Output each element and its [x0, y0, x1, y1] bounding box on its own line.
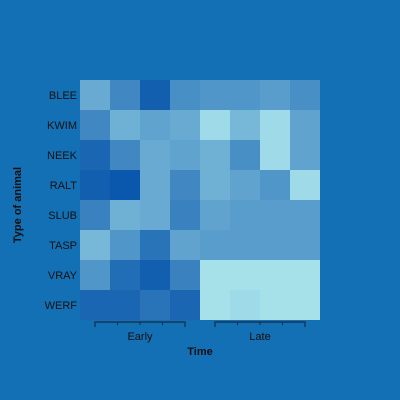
- heatmap-cell-kwim-2: [110, 110, 140, 140]
- heatmap-cell-tasp-4: [170, 230, 200, 260]
- heatmap-cell-vray-4: [170, 260, 200, 290]
- heatmap-cell-ralt-6: [230, 170, 260, 200]
- heatmap-cell-kwim-3: [140, 110, 170, 140]
- column-group-label-late: Late: [249, 331, 270, 343]
- heatmap-cells: [80, 80, 320, 320]
- heatmap-cell-ralt-7: [260, 170, 290, 200]
- heatmap-cell-slub-5: [200, 200, 230, 230]
- row-label-kwim: KWIM: [47, 120, 77, 132]
- row-label-neek: NEEK: [47, 150, 78, 162]
- heatmap-cell-kwim-7: [260, 110, 290, 140]
- row-label-vray: VRAY: [48, 270, 78, 282]
- heatmap-cell-neek-8: [290, 140, 320, 170]
- heatmap-cell-slub-8: [290, 200, 320, 230]
- heatmap-cell-blee-2: [110, 80, 140, 110]
- heatmap-cell-neek-4: [170, 140, 200, 170]
- heatmap-cell-blee-5: [200, 80, 230, 110]
- heatmap-cell-ralt-2: [110, 170, 140, 200]
- heatmap-cell-ralt-1: [80, 170, 110, 200]
- row-label-blee: BLEE: [49, 90, 77, 102]
- column-group-label-early: Early: [127, 331, 153, 343]
- heatmap-cell-werf-5: [200, 290, 230, 320]
- column-group-brackets: Early Late: [94, 321, 306, 343]
- heatmap-cell-slub-7: [260, 200, 290, 230]
- heatmap-cell-werf-7: [260, 290, 290, 320]
- heatmap-cell-tasp-1: [80, 230, 110, 260]
- heatmap-cell-blee-8: [290, 80, 320, 110]
- heatmap-cell-blee-7: [260, 80, 290, 110]
- heatmap-cell-kwim-4: [170, 110, 200, 140]
- heatmap-cell-werf-1: [80, 290, 110, 320]
- heatmap-cell-tasp-8: [290, 230, 320, 260]
- heatmap-cell-werf-6: [230, 290, 260, 320]
- heatmap-cell-kwim-6: [230, 110, 260, 140]
- heatmap-cell-vray-3: [140, 260, 170, 290]
- heatmap-cell-ralt-8: [290, 170, 320, 200]
- heatmap-cell-kwim-5: [200, 110, 230, 140]
- heatmap-cell-vray-2: [110, 260, 140, 290]
- heatmap-cell-kwim-8: [290, 110, 320, 140]
- heatmap-cell-werf-3: [140, 290, 170, 320]
- heatmap-cell-werf-8: [290, 290, 320, 320]
- heatmap-cell-slub-3: [140, 200, 170, 230]
- heatmap-cell-neek-3: [140, 140, 170, 170]
- heatmap-cell-ralt-4: [170, 170, 200, 200]
- heatmap-cell-neek-1: [80, 140, 110, 170]
- heatmap-cell-vray-7: [260, 260, 290, 290]
- x-axis-title: Time: [187, 346, 212, 358]
- heatmap-cell-vray-1: [80, 260, 110, 290]
- row-label-tasp: TASP: [49, 240, 77, 252]
- heatmap-cell-blee-3: [140, 80, 170, 110]
- row-label-werf: WERF: [45, 300, 78, 312]
- row-label-slub: SLUB: [48, 210, 77, 222]
- heatmap-cell-vray-5: [200, 260, 230, 290]
- heatmap-cell-blee-4: [170, 80, 200, 110]
- heatmap-cell-slub-4: [170, 200, 200, 230]
- row-labels: BLEE KWIM NEEK RALT SLUB TASP VRAY WERF: [45, 90, 78, 312]
- heatmap-cell-tasp-6: [230, 230, 260, 260]
- heatmap-cell-tasp-2: [110, 230, 140, 260]
- heatmap-cell-werf-2: [110, 290, 140, 320]
- heatmap-cell-neek-7: [260, 140, 290, 170]
- heatmap-cell-ralt-3: [140, 170, 170, 200]
- heatmap-cell-blee-6: [230, 80, 260, 110]
- row-label-ralt: RALT: [50, 180, 78, 192]
- heatmap-cell-slub-6: [230, 200, 260, 230]
- heatmap-cell-neek-6: [230, 140, 260, 170]
- heatmap-cell-blee-1: [80, 80, 110, 110]
- heatmap-cell-ralt-5: [200, 170, 230, 200]
- heatmap-cell-tasp-5: [200, 230, 230, 260]
- heatmap-cell-slub-1: [80, 200, 110, 230]
- heatmap-cell-neek-5: [200, 140, 230, 170]
- heatmap-cell-tasp-7: [260, 230, 290, 260]
- heatmap-cell-vray-8: [290, 260, 320, 290]
- heatmap-cell-tasp-3: [140, 230, 170, 260]
- heatmap-cell-vray-6: [230, 260, 260, 290]
- y-axis-title: Type of animal: [12, 167, 24, 243]
- heatmap-cell-slub-2: [110, 200, 140, 230]
- heatmap-cell-kwim-1: [80, 110, 110, 140]
- heatmap-cell-werf-4: [170, 290, 200, 320]
- heatmap-cell-neek-2: [110, 140, 140, 170]
